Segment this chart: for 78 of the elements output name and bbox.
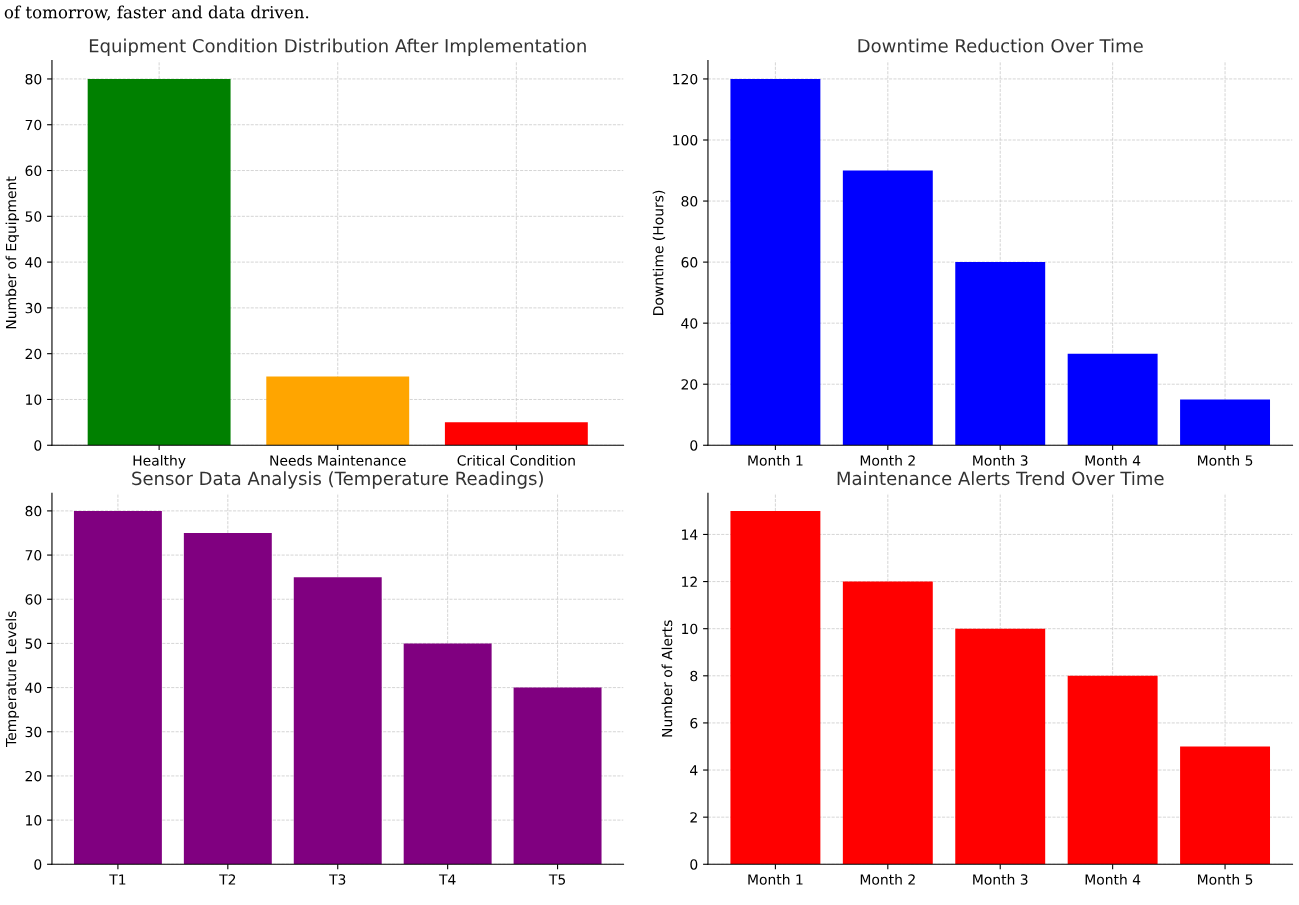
y-tick-label: 100 <box>673 134 698 146</box>
y-tick-label: 0 <box>34 440 42 451</box>
bar <box>1067 675 1158 865</box>
y-tick-label: 0 <box>690 440 698 451</box>
x-tick-label: T5 <box>548 874 566 885</box>
x-tick-label: Month 3 <box>973 454 1028 466</box>
bar <box>1067 353 1158 446</box>
y-axis-title: Downtime (Hours) <box>652 190 666 315</box>
y-tick-label: 50 <box>25 211 42 222</box>
y-tick-label: 12 <box>682 576 697 587</box>
y-tick-label: 60 <box>25 165 42 176</box>
bar <box>842 170 933 446</box>
y-tick-label: 30 <box>25 302 42 314</box>
x-tick-label: T3 <box>329 874 346 885</box>
y-tick-label: 20 <box>25 348 42 360</box>
y-tick-label: 70 <box>25 119 42 131</box>
y-tick-label: 70 <box>25 550 42 561</box>
chart-title: Maintenance Alerts Trend Over Time <box>837 471 1164 486</box>
bar <box>403 643 492 865</box>
y-tick-label: 60 <box>25 594 42 605</box>
bar <box>293 577 382 865</box>
x-tick-label: Critical Condition <box>457 454 575 466</box>
y-tick-label: 10 <box>682 623 698 635</box>
y-tick-label: 10 <box>26 394 42 405</box>
y-tick-label: 20 <box>25 770 42 782</box>
x-tick-label: Month 5 <box>1198 874 1253 885</box>
bar <box>730 510 821 865</box>
x-tick-label: Month 4 <box>1085 874 1141 885</box>
x-tick-label: Month 2 <box>860 454 915 466</box>
y-tick-label: 20 <box>681 379 698 390</box>
bar <box>73 510 162 865</box>
bar <box>1180 746 1271 865</box>
y-tick-label: 80 <box>25 505 42 517</box>
y-axis-title: Temperature Levels <box>5 611 20 747</box>
y-tick-label: 6 <box>690 717 698 729</box>
x-tick-label: Month 4 <box>1085 454 1141 466</box>
chart-title: Downtime Reduction Over Time <box>858 38 1143 53</box>
x-tick-label: T4 <box>438 874 456 885</box>
chart-title: Equipment Condition Distribution After Implementation <box>89 38 586 57</box>
bar <box>730 78 821 446</box>
y-tick-label: 8 <box>690 670 698 682</box>
x-tick-label: Month 3 <box>973 874 1028 885</box>
x-tick-label: Month 1 <box>748 454 803 466</box>
bar <box>513 687 602 865</box>
y-tick-label: 30 <box>25 726 42 738</box>
y-tick-label: 4 <box>690 765 698 776</box>
bar <box>444 422 588 446</box>
x-tick-label: Month 5 <box>1198 454 1253 466</box>
y-tick-label: 40 <box>25 682 42 694</box>
bar <box>1180 399 1271 446</box>
y-axis-title: Number of Equipment <box>5 176 20 329</box>
bar <box>842 581 933 865</box>
y-tick-label: 40 <box>25 257 42 268</box>
bar <box>266 376 410 446</box>
y-tick-label: 40 <box>681 318 698 329</box>
y-tick-label: 50 <box>25 638 42 649</box>
text: of tomorrow, faster and data driven. <box>4 5 309 21</box>
bar <box>955 628 1046 865</box>
x-tick-label: T1 <box>109 874 126 885</box>
y-tick-label: 10 <box>26 815 42 826</box>
bar <box>87 78 231 446</box>
chart-title: Sensor Data Analysis (Temperature Readings) <box>132 471 543 489</box>
x-tick-label: Healthy <box>133 454 186 469</box>
x-tick-label: T2 <box>219 874 236 885</box>
y-tick-label: 80 <box>25 73 42 85</box>
y-tick-label: 0 <box>34 859 42 870</box>
y-tick-label: 120 <box>673 73 698 85</box>
bar <box>955 262 1046 446</box>
x-tick-label: Needs Maintenance <box>270 454 406 466</box>
x-tick-label: Month 2 <box>860 874 915 885</box>
x-tick-label: Month 1 <box>748 874 803 885</box>
y-tick-label: 14 <box>682 529 698 540</box>
y-tick-label: 0 <box>690 859 698 870</box>
y-tick-label: 60 <box>681 257 698 268</box>
y-tick-label: 2 <box>690 812 697 823</box>
y-axis-title: Number of Alerts <box>661 620 673 737</box>
bar <box>183 532 272 865</box>
y-tick-label: 80 <box>681 196 698 207</box>
